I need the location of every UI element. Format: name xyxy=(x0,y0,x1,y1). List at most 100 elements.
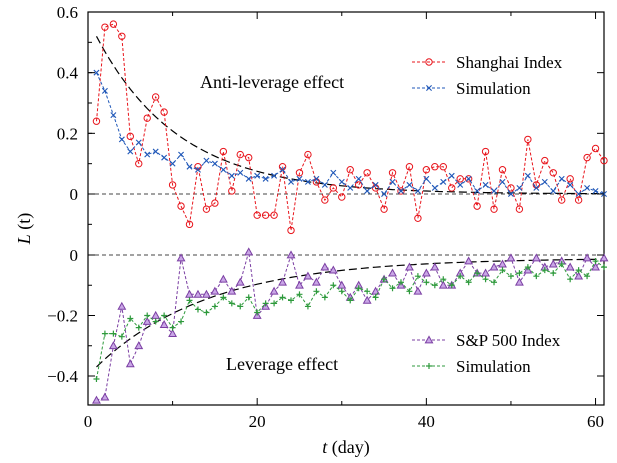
x-tick-label: 0 xyxy=(84,412,93,431)
data-point xyxy=(474,187,481,194)
data-point xyxy=(330,282,337,289)
data-point xyxy=(329,184,338,192)
data-point xyxy=(177,202,185,210)
data-point xyxy=(506,253,516,262)
data-point xyxy=(176,253,186,262)
data-point xyxy=(541,156,549,165)
y-tick-label: −0.4 xyxy=(47,367,78,386)
data-point xyxy=(491,279,498,286)
data-point xyxy=(235,277,245,286)
legend-label: Simulation xyxy=(456,357,531,376)
data-point xyxy=(262,300,269,307)
data-point xyxy=(108,341,118,350)
data-point xyxy=(591,262,600,271)
data-point xyxy=(236,150,244,159)
legend-label: Simulation xyxy=(456,79,531,98)
data-point xyxy=(304,150,312,159)
data-point xyxy=(152,148,159,155)
data-point xyxy=(364,187,371,194)
data-point xyxy=(101,23,109,31)
data-point xyxy=(423,175,430,182)
fit-curve xyxy=(95,36,605,195)
data-point xyxy=(347,184,354,191)
data-point xyxy=(296,175,303,182)
data-point xyxy=(279,166,286,173)
data-point xyxy=(279,294,286,301)
data-point xyxy=(219,147,228,156)
data-point xyxy=(474,270,481,277)
data-point xyxy=(574,271,584,280)
data-point xyxy=(457,273,464,280)
data-point xyxy=(134,341,144,350)
data-point xyxy=(421,268,431,277)
data-point xyxy=(456,175,464,183)
data-point xyxy=(237,169,244,176)
data-point xyxy=(499,178,506,185)
series-simulation xyxy=(93,258,607,383)
data-point xyxy=(558,196,566,204)
data-point xyxy=(286,250,296,259)
data-point xyxy=(405,163,414,171)
data-point xyxy=(473,202,481,210)
data-point xyxy=(311,277,321,286)
data-point xyxy=(565,262,575,271)
y-tick-label: 0 xyxy=(70,185,79,204)
data-point xyxy=(321,181,328,188)
data-point xyxy=(185,220,194,229)
data-point xyxy=(599,253,609,262)
data-point xyxy=(194,306,201,313)
data-point xyxy=(355,175,362,182)
data-point xyxy=(210,286,220,295)
data-point xyxy=(406,181,413,188)
bottom-panel: Leverage effect S&P 500 Index Simulation xyxy=(88,247,609,404)
data-point xyxy=(558,261,565,268)
data-point xyxy=(541,267,548,274)
data-point xyxy=(337,280,347,289)
legend-entry: Simulation xyxy=(412,357,531,376)
data-point xyxy=(507,184,515,192)
data-point xyxy=(389,178,396,185)
data-point xyxy=(193,289,203,298)
data-point xyxy=(168,329,178,338)
x-tick-label: 20 xyxy=(249,412,266,431)
y-tick-label: 0.6 xyxy=(57,3,78,22)
data-point xyxy=(448,172,455,179)
data-point xyxy=(574,196,583,204)
data-point xyxy=(211,199,219,207)
data-point xyxy=(288,297,295,304)
y-tick-label: −0.2 xyxy=(47,307,78,326)
data-point xyxy=(321,294,328,301)
data-point xyxy=(194,166,201,173)
data-point xyxy=(397,187,404,194)
data-point xyxy=(482,276,489,283)
data-point xyxy=(601,264,607,271)
data-point xyxy=(548,259,558,268)
data-point xyxy=(363,169,371,177)
data-point xyxy=(152,318,159,325)
data-point xyxy=(413,286,423,295)
data-point xyxy=(381,191,388,197)
data-point xyxy=(414,187,421,194)
data-point xyxy=(489,262,499,271)
data-point xyxy=(584,273,591,280)
data-point xyxy=(440,178,447,185)
data-point xyxy=(507,273,514,280)
data-point xyxy=(201,289,211,298)
top-panel: Anti-leverage effect Shanghai Index Simula… xyxy=(88,20,608,235)
axes: 0 20 40 60 t (day) L (t) 0 0.2 0.4 0.6 0 −0.2 −0.4 xyxy=(14,3,604,458)
series-line xyxy=(96,23,605,231)
data-point xyxy=(516,270,523,277)
data-point xyxy=(354,181,363,189)
data-point xyxy=(118,333,125,340)
x-tick-label: 40 xyxy=(418,412,435,431)
data-point xyxy=(227,286,237,295)
x-axis-label: t (day) xyxy=(322,437,370,458)
data-point xyxy=(431,282,438,289)
data-point xyxy=(524,135,532,144)
data-point xyxy=(575,267,582,274)
data-point xyxy=(439,163,447,171)
data-point xyxy=(406,288,413,295)
legend-entry: S&P 500 Index xyxy=(412,331,561,350)
data-point xyxy=(271,172,278,179)
